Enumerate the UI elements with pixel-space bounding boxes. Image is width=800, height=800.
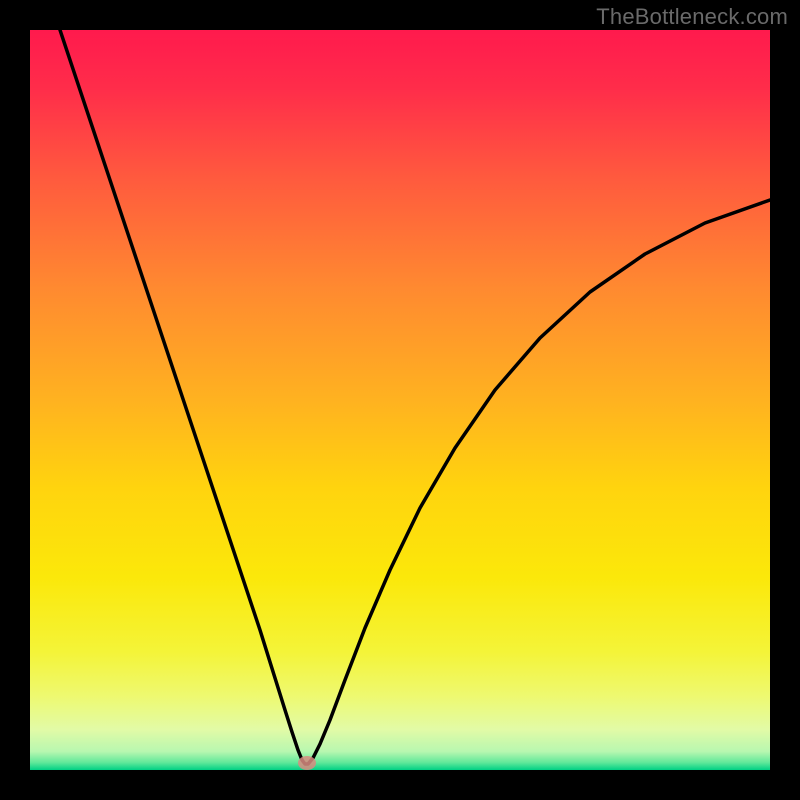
plot-area — [30, 30, 770, 770]
minimum-marker — [298, 756, 316, 770]
bottleneck-curve — [30, 30, 770, 770]
chart-frame: TheBottleneck.com — [0, 0, 800, 800]
watermark-text: TheBottleneck.com — [596, 4, 788, 30]
gradient-background — [30, 30, 770, 770]
